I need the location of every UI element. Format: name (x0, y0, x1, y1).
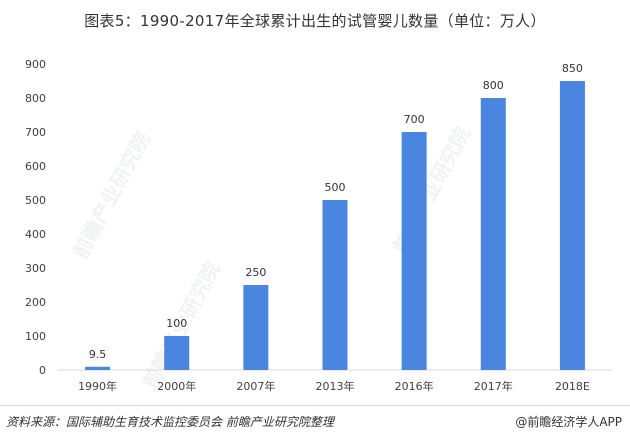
bar (243, 285, 269, 370)
credit-label: @前瞻经济学人APP (515, 415, 622, 429)
y-tick-label: 200 (25, 296, 46, 309)
y-tick-label: 800 (25, 92, 46, 105)
footer-divider (0, 405, 630, 406)
y-tick-label: 500 (25, 194, 46, 207)
data-label: 100 (166, 317, 187, 330)
y-tick-label: 300 (25, 262, 46, 275)
data-label: 9.5 (89, 348, 107, 361)
bar (559, 81, 585, 370)
x-tick-label: 1990年 (78, 379, 117, 393)
data-label: 700 (404, 113, 425, 126)
data-label: 800 (483, 79, 504, 92)
x-tick-label: 2018E (555, 380, 590, 393)
bar (164, 336, 190, 370)
x-tick-label: 2013年 (316, 379, 355, 393)
y-tick-label: 0 (39, 364, 46, 377)
x-axis: 1990年 2000年 2007年 2013年 2016年 2017年 2018E (78, 379, 590, 393)
x-tick-label: 2016年 (395, 379, 434, 393)
y-tick-label: 100 (25, 330, 46, 343)
bar-chart: 0 100 200 300 400 500 600 700 800 900 9.5 100 250 50… (25, 58, 612, 393)
bar (85, 366, 111, 370)
bars-group: 9.5 100 250 500 700 800 850 (85, 62, 585, 370)
chart-title: 图表5：1990-2017年全球累计出生的试管婴儿数量（单位：万人） (84, 12, 546, 30)
y-tick-label: 700 (25, 126, 46, 139)
data-label: 850 (562, 62, 583, 75)
bar (480, 98, 506, 370)
x-tick-label: 2017年 (474, 379, 513, 393)
y-tick-label: 600 (25, 160, 46, 173)
data-label: 250 (245, 266, 266, 279)
data-label: 500 (325, 181, 346, 194)
x-tick-label: 2007年 (236, 379, 275, 393)
bar (401, 132, 427, 370)
bar (322, 200, 348, 370)
y-axis: 0 100 200 300 400 500 600 700 800 900 (25, 58, 46, 377)
y-tick-label: 400 (25, 228, 46, 241)
x-tick-label: 2000年 (157, 379, 196, 393)
source-note: 资料来源：国际辅助生育技术监控委员会 前瞻产业研究院整理 (6, 415, 334, 429)
y-tick-label: 900 (25, 58, 46, 71)
